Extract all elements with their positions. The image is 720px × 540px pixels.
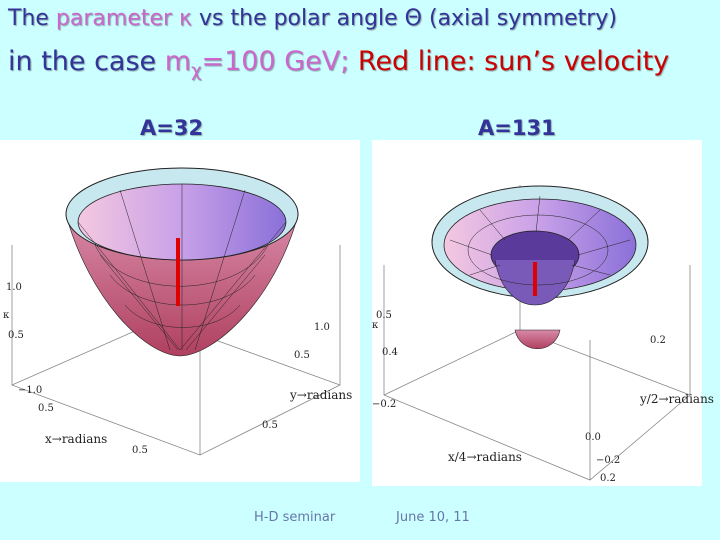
title-text: Red line: sun’s velocity [349, 46, 670, 77]
axis-label: κ [3, 310, 10, 321]
title-line-1: The parameter κ vs the polar angle Θ (ax… [8, 6, 617, 31]
title-text: vs the polar angle Θ (axial symmetry) [192, 6, 617, 31]
title-text: parameter κ [55, 6, 193, 31]
axis-label: κ [372, 320, 379, 331]
surface-right [431, 185, 649, 350]
surface-left [65, 167, 299, 357]
title-line-2: in the case mχ=100 GeV; Red line: sun’s … [8, 46, 669, 81]
axis-label: 0.2 [650, 335, 666, 346]
title-subscript: χ [191, 60, 202, 82]
axis-label: −0.2 [372, 399, 396, 410]
axis-label: −0.2 [596, 455, 620, 466]
axis-label: x→radians [45, 432, 107, 446]
title-text: =100 GeV; [201, 46, 350, 77]
footer-text: June 10, 11 [396, 510, 470, 525]
axis-label: 0.5 [376, 310, 392, 321]
axis-label: x/4→radians [448, 450, 522, 464]
axis-label: 0.2 [600, 473, 616, 484]
axis-label: 0.4 [382, 347, 398, 358]
title-text: in the case [8, 46, 165, 77]
axis-label: 0.5 [8, 330, 24, 341]
axis-label: 0.5 [294, 350, 310, 361]
title-text: m [164, 46, 192, 77]
axis-label: 0.5 [132, 445, 148, 456]
axis-label: 0.0 [585, 432, 601, 443]
panel-label: A=32 [140, 116, 204, 140]
axis-label: y→radians [289, 388, 352, 402]
axis-label: 0.5 [262, 420, 278, 431]
axis-label: 1.0 [6, 282, 22, 293]
footer-text: H-D seminar [254, 510, 336, 525]
axis-label: −1.0 [18, 385, 42, 396]
axis-label: 0.5 [38, 403, 54, 414]
title-text: The [8, 6, 56, 31]
panel-label: A=131 [478, 116, 556, 140]
axis-label: y/2→radians [639, 392, 714, 406]
axis-label: 1.0 [314, 322, 330, 333]
